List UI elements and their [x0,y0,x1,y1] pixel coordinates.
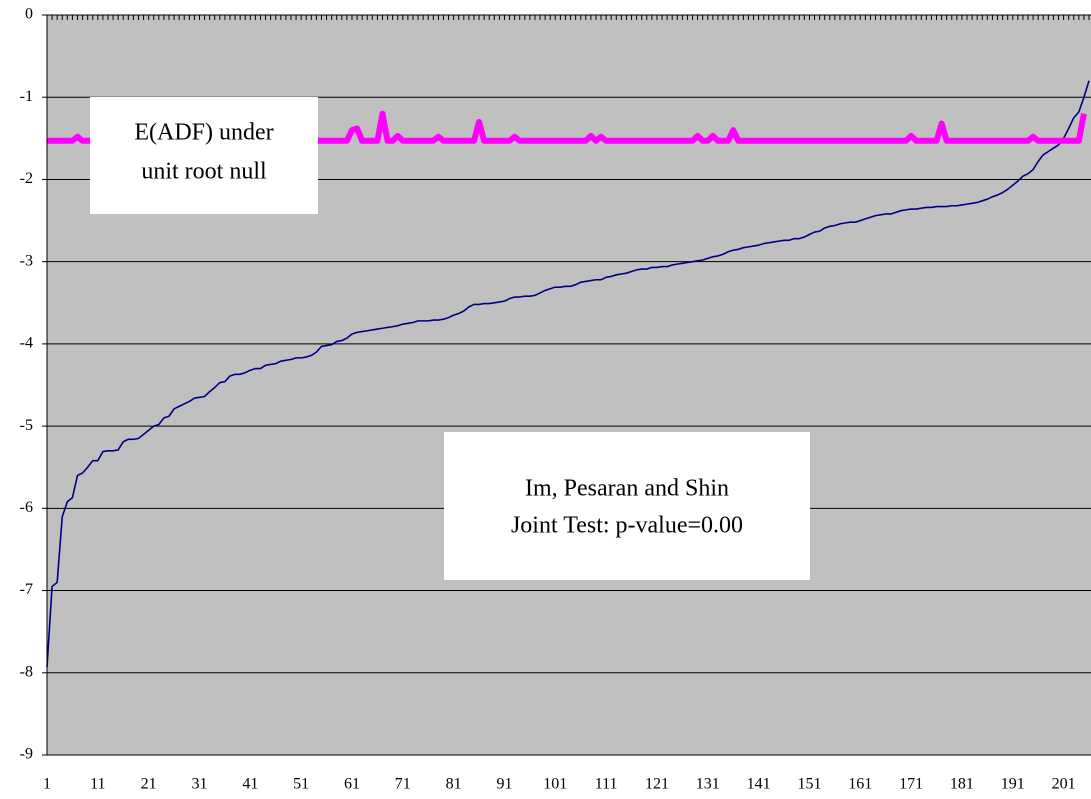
x-tick-label: 1 [43,776,51,793]
x-tick-label: 111 [595,776,618,793]
x-tick-label: 171 [899,776,923,793]
y-tick-label: -8 [20,663,33,680]
x-tick-label: 21 [141,776,157,793]
x-tick-label: 11 [90,776,105,793]
y-tick-label: -2 [20,170,33,187]
annotation: Joint Test: p-value=0.00 [511,513,743,539]
x-tick-label: 91 [496,776,512,793]
y-tick-label: -7 [20,581,33,598]
y-tick-label: -4 [20,335,33,352]
x-tick-label: 191 [1001,776,1025,793]
x-tick-label: 101 [543,776,567,793]
y-tick-label: 0 [25,6,33,23]
annotation-box [90,97,318,214]
x-tick-label: 121 [645,776,669,793]
annotation: unit root null [141,159,267,185]
annotation: Im, Pesaran and Shin [525,476,729,502]
x-tick-label: 131 [696,776,720,793]
x-tick-label: 141 [747,776,771,793]
x-tick-label: 151 [797,776,821,793]
x-tick-label: 81 [446,776,462,793]
x-tick-label: 71 [395,776,411,793]
annotations: E(ADF) under unit root null Im, Pesaran … [90,97,810,580]
x-tick-label: 61 [344,776,360,793]
axes: 0-1-2-3-4-5-6-7-8-91 11 21 31 41 51 61 71 81 91 10… [20,6,1091,793]
y-tick-label: -6 [20,499,33,516]
annotation-box [444,432,810,580]
annotation: E(ADF) under [134,120,273,146]
y-tick-label: -5 [20,417,33,434]
x-tick-label: 201 [1052,776,1076,793]
x-tick-label: 51 [293,776,309,793]
y-tick-label: -3 [20,252,33,269]
x-tick-label: 161 [848,776,872,793]
y-tick-label: -9 [20,746,33,763]
series-line [46,80,1090,668]
x-tick-label: 41 [242,776,258,793]
x-tick-label: 31 [191,776,207,793]
y-tick-label: -1 [20,88,33,105]
x-tick-label: 181 [950,776,974,793]
